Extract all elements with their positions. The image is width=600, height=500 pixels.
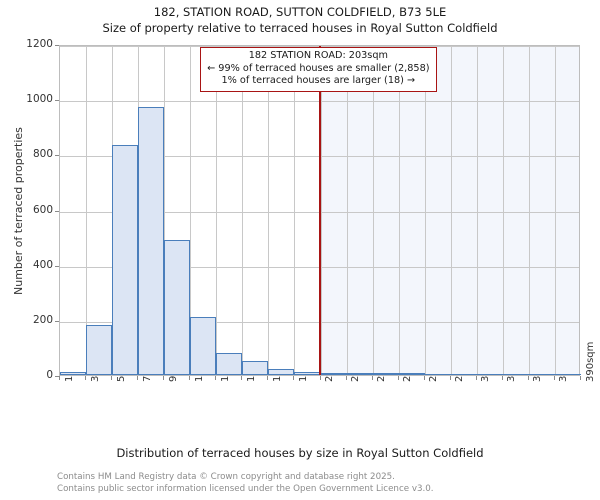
histogram-bar xyxy=(346,373,373,375)
histogram-bar xyxy=(112,145,139,375)
y-axis-tick-label: 0 xyxy=(46,369,53,381)
larger-region-shading xyxy=(319,46,579,375)
y-axis-tick-mark xyxy=(55,320,59,322)
gridline-vertical xyxy=(450,46,452,375)
x-axis-tick-mark xyxy=(553,376,555,380)
histogram-bar xyxy=(372,373,399,375)
x-axis-tick-mark xyxy=(163,376,165,380)
gridline-vertical xyxy=(216,46,218,375)
gridline-vertical xyxy=(242,46,244,375)
gridline-vertical xyxy=(372,46,374,375)
x-axis-title: Distribution of terraced houses by size … xyxy=(116,446,484,460)
y-axis-tick-mark xyxy=(55,155,59,157)
y-axis-tick-label: 400 xyxy=(32,258,53,271)
y-axis-tick-mark xyxy=(55,265,59,267)
histogram-bar xyxy=(294,371,321,375)
x-axis-tick-mark xyxy=(345,376,347,380)
x-axis-tick-mark xyxy=(293,376,295,380)
y-axis-tick-label: 200 xyxy=(32,313,53,326)
annotation-line-1: 182 STATION ROAD: 203sqm xyxy=(248,50,388,61)
y-axis-tick-mark xyxy=(55,45,59,46)
histogram-bar xyxy=(60,371,87,375)
y-axis-tick-label: 800 xyxy=(32,148,53,161)
histogram-bar xyxy=(424,373,451,375)
y-axis-tick-mark xyxy=(55,210,59,212)
x-axis-tick-mark xyxy=(319,376,321,380)
x-axis-tick-mark xyxy=(580,376,581,380)
histogram-bar xyxy=(528,373,555,375)
histogram-bar xyxy=(502,373,529,375)
x-axis-tick-mark xyxy=(189,376,191,380)
histogram-bar xyxy=(450,373,477,375)
gridline-vertical xyxy=(86,46,88,375)
x-axis-tick-mark xyxy=(267,376,269,380)
gridline-vertical xyxy=(424,46,426,375)
gridline-vertical xyxy=(190,46,192,375)
footer-attribution-line-1: Contains HM Land Registry data © Crown c… xyxy=(57,472,395,482)
plot-area xyxy=(59,45,581,376)
gridline-vertical xyxy=(164,46,166,375)
annotation-line-2: ← 99% of terraced houses are smaller (2,… xyxy=(207,62,430,74)
y-axis-tick-label: 1000 xyxy=(26,93,53,106)
x-axis-tick-mark xyxy=(501,376,503,380)
property-annotation-box: 182 STATION ROAD: 203sqm ← 99% of terrac… xyxy=(200,47,437,92)
histogram-bar xyxy=(86,325,113,375)
chart-title: 182, STATION ROAD, SUTTON COLDFIELD, B73… xyxy=(153,5,447,19)
x-axis-tick-mark xyxy=(423,376,425,380)
histogram-bar xyxy=(554,373,581,375)
histogram-bar xyxy=(138,107,165,375)
annotation-line-3: 1% of terraced houses are larger (18) → xyxy=(221,75,416,86)
gridline-vertical xyxy=(398,46,400,375)
gridline-vertical xyxy=(554,46,556,375)
gridline-vertical xyxy=(320,46,322,375)
histogram-bar xyxy=(242,360,269,375)
chart-subtitle: Size of property relative to terraced ho… xyxy=(102,21,498,35)
gridline-vertical xyxy=(476,46,478,375)
gridline-vertical xyxy=(528,46,530,375)
x-axis-tick-mark xyxy=(215,376,217,380)
x-axis-tick-mark xyxy=(527,376,529,380)
gridline-vertical xyxy=(268,46,270,375)
x-axis-tick-mark xyxy=(59,376,60,380)
gridline-vertical xyxy=(346,46,348,375)
y-axis-tick-label: 1200 xyxy=(26,38,53,50)
x-axis-tick-mark xyxy=(371,376,373,380)
x-axis-tick-mark xyxy=(241,376,243,380)
histogram-bar xyxy=(164,239,191,375)
x-axis-tick-mark xyxy=(449,376,451,380)
histogram-bar xyxy=(320,372,347,375)
footer-attribution-line-2: Contains public sector information licen… xyxy=(57,484,434,494)
histogram-bar xyxy=(268,368,295,375)
y-axis-tick-label: 600 xyxy=(32,203,53,216)
x-axis-tick-mark xyxy=(111,376,113,380)
x-axis-tick-label: 390sqm xyxy=(584,341,596,382)
y-axis-tick-mark xyxy=(55,376,59,377)
x-axis-tick-mark xyxy=(475,376,477,380)
histogram-bar xyxy=(216,352,243,375)
gridline-vertical xyxy=(502,46,504,375)
histogram-bar xyxy=(398,373,425,375)
x-axis-tick-mark xyxy=(137,376,139,380)
y-axis-tick-mark xyxy=(55,100,59,102)
x-axis-tick-mark xyxy=(85,376,87,380)
histogram-bar xyxy=(476,373,503,375)
x-axis-tick-mark xyxy=(397,376,399,380)
property-marker-line xyxy=(319,46,321,375)
gridline-vertical xyxy=(294,46,296,375)
histogram-bar xyxy=(190,317,217,375)
